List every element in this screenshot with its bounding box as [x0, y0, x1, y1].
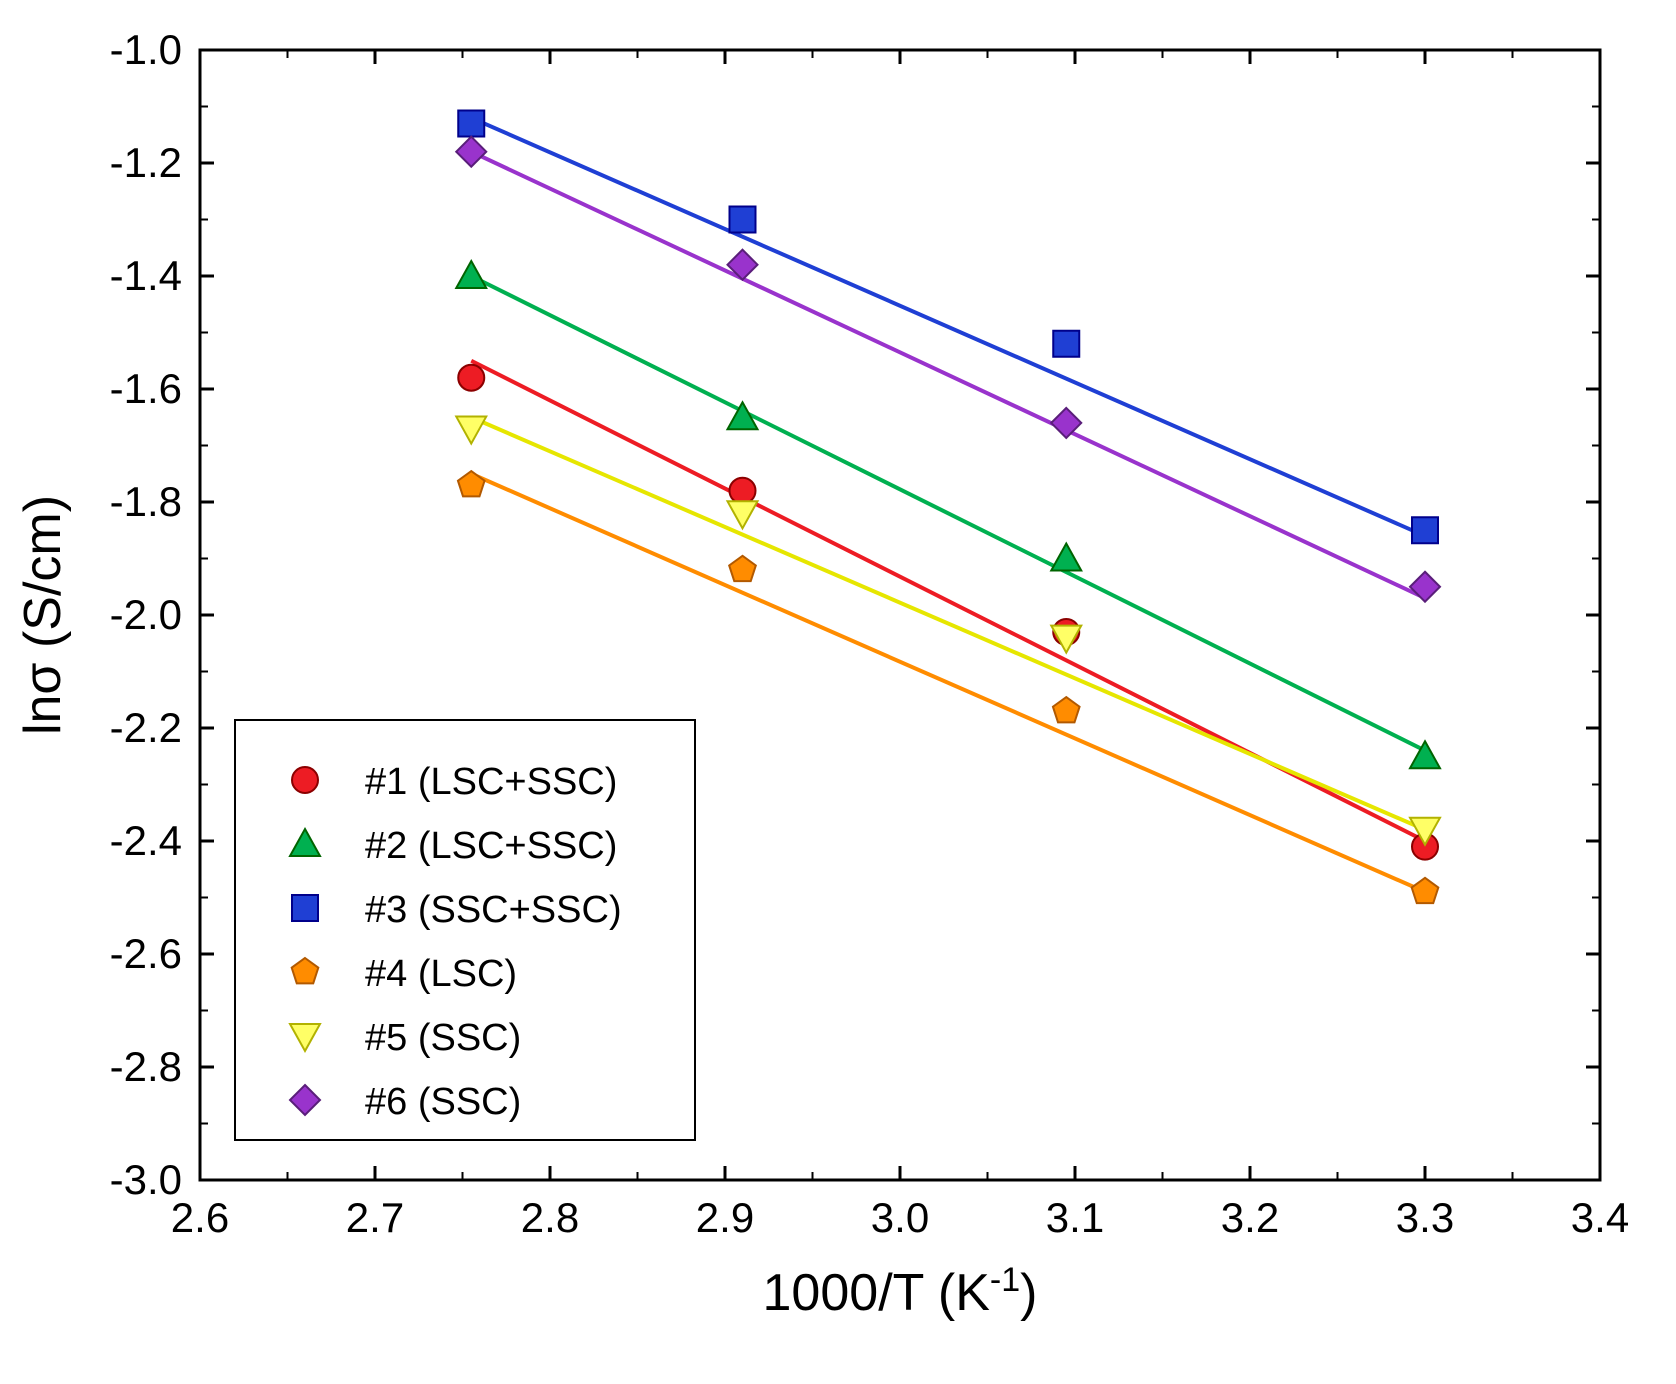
legend-label: #2 (LSC+SSC)	[365, 825, 617, 867]
svg-text:-2.2: -2.2	[110, 704, 182, 751]
svg-text:-2.6: -2.6	[110, 930, 182, 977]
svg-text:3.1: 3.1	[1046, 1194, 1104, 1241]
svg-text:2.9: 2.9	[696, 1194, 754, 1241]
svg-text:-3.0: -3.0	[110, 1156, 182, 1203]
svg-text:-1.2: -1.2	[110, 139, 182, 186]
svg-text:-2.0: -2.0	[110, 591, 182, 638]
svg-text:-2.4: -2.4	[110, 817, 182, 864]
legend: #1 (LSC+SSC) #2 (LSC+SSC) #3 (SSC+SSC) #4 (…	[235, 720, 695, 1140]
legend-label: #3 (SSC+SSC)	[365, 889, 622, 931]
legend-label: #4 (LSC)	[365, 953, 517, 995]
legend-label: #5 (SSC)	[365, 1017, 521, 1059]
svg-text:-1.8: -1.8	[110, 478, 182, 525]
svg-text:-1.4: -1.4	[110, 252, 182, 299]
svg-text:3.4: 3.4	[1571, 1194, 1629, 1241]
chart-svg: 2.62.72.82.93.03.13.23.33.4-3.0-2.8-2.6-…	[0, 0, 1676, 1384]
svg-text:-1.0: -1.0	[110, 26, 182, 73]
svg-text:3.3: 3.3	[1396, 1194, 1454, 1241]
svg-text:2.7: 2.7	[346, 1194, 404, 1241]
svg-text:-2.8: -2.8	[110, 1043, 182, 1090]
svg-text:-1.6: -1.6	[110, 365, 182, 412]
svg-text:3.0: 3.0	[871, 1194, 929, 1241]
legend-label: #6 (SSC)	[365, 1081, 521, 1123]
arrhenius-chart: 2.62.72.82.93.03.13.23.33.4-3.0-2.8-2.6-…	[0, 0, 1676, 1384]
svg-text:3.2: 3.2	[1221, 1194, 1279, 1241]
legend-label: #1 (LSC+SSC)	[365, 761, 617, 803]
y-axis-label: lnσ (S/cm)	[14, 495, 72, 735]
svg-text:2.8: 2.8	[521, 1194, 579, 1241]
